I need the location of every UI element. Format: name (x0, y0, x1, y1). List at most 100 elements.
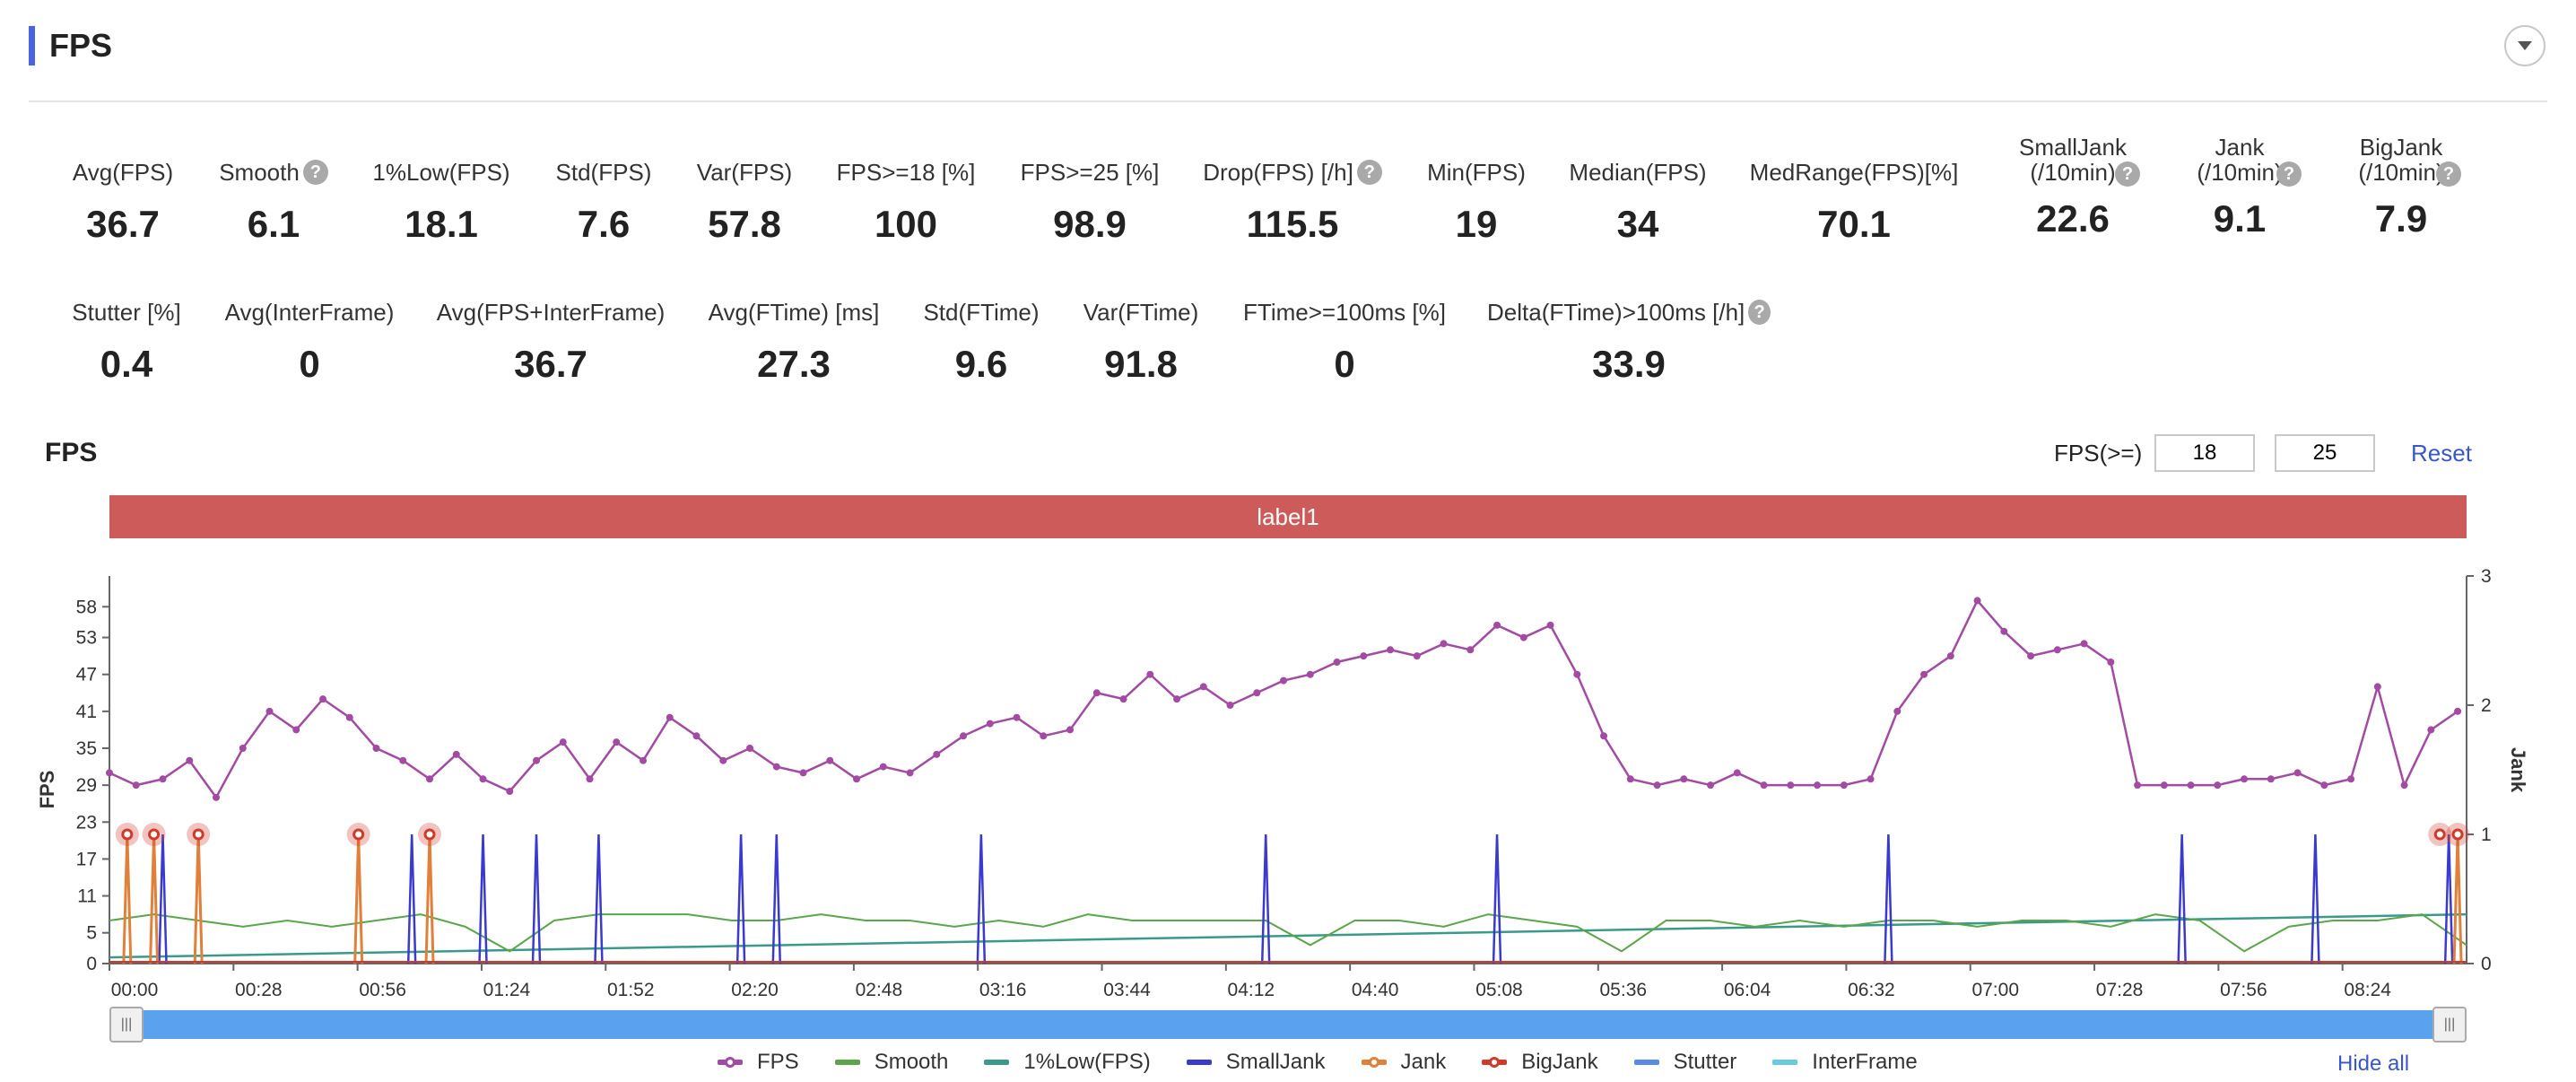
fps-point (986, 720, 994, 728)
fps-point (2107, 659, 2115, 666)
hide-all-button[interactable]: Hide all (2337, 1051, 2410, 1076)
smalljank-spike (2443, 833, 2454, 964)
fps-point (239, 745, 247, 752)
fps-point (2320, 781, 2328, 790)
metric-var-ftime: Var(FTime) 91.8 (1083, 299, 1199, 386)
y-tick-label: 47 (76, 665, 97, 685)
metric-delta-ftime: Delta(FTime)>100ms [/h]? 33.9 (1487, 300, 1771, 386)
y-tick-label: 53 (76, 628, 97, 649)
metric-fps-ge-18: FPS>=18 [%] 100 (834, 160, 978, 246)
fps-point (2293, 769, 2302, 777)
metric-value: 9.6 (954, 343, 1008, 385)
metric-min-fps: Min(FPS) 19 (1421, 160, 1532, 246)
metric-value: 36.7 (514, 343, 587, 385)
legend-item-bigjank[interactable]: BigJank (1482, 1050, 1598, 1075)
label-band[interactable]: label1 (109, 495, 2467, 538)
reset-button[interactable]: Reset (2411, 440, 2472, 467)
fps-point (559, 738, 567, 746)
y-tick-label: 11 (77, 886, 97, 907)
metric-label: Min(FPS) (1427, 159, 1526, 186)
metric-value: 18.1 (405, 203, 478, 245)
legend-swatch (1633, 1060, 1659, 1065)
fps-threshold-input-1[interactable] (2154, 434, 2255, 472)
x-tick-label: 03:44 (1103, 980, 1151, 1000)
fps-point (2000, 627, 2008, 635)
fps-point (906, 769, 914, 777)
metric-value: 33.9 (1592, 343, 1666, 385)
fps-point (1760, 781, 1768, 790)
metric-label: Stutter [%] (72, 299, 181, 326)
help-icon[interactable]: ? (1356, 160, 1382, 185)
bigjank-point (423, 828, 436, 841)
metric-value: 36.7 (86, 203, 160, 245)
help-icon[interactable]: ? (2276, 161, 2302, 187)
help-icon[interactable]: ? (1748, 300, 1771, 325)
fps-point (1280, 676, 1288, 685)
legend-item-smooth[interactable]: Smooth (834, 1050, 948, 1075)
metric-jank: Jank (/10min) 9.1 (2181, 135, 2298, 240)
metric-value: 70.1 (1817, 203, 1891, 245)
legend-item-interframe[interactable]: InterFrame (1772, 1050, 1918, 1075)
metric-label: Avg(InterFrame) (224, 299, 395, 326)
metric-label: Jank (/10min) (2197, 134, 2283, 186)
legend-item-fps[interactable]: FPS (718, 1050, 799, 1075)
help-icon[interactable]: ? (302, 160, 328, 185)
metric-label: Var(FTime) (1083, 299, 1199, 326)
x-tick-label: 02:48 (856, 980, 903, 1000)
metric-value: 34 (1616, 203, 1659, 245)
fps-point (506, 788, 514, 795)
fps-point (1814, 781, 1822, 790)
legend-item-stutter[interactable]: Stutter (1633, 1050, 1736, 1075)
metric-label: SmallJank (/10min) (2019, 134, 2127, 186)
fps-point (799, 769, 807, 777)
smalljank-spike (1884, 833, 1893, 964)
fps-point (613, 738, 621, 746)
fps-point (1387, 646, 1395, 654)
smalljank-spike (594, 833, 604, 964)
help-icon[interactable]: ? (2436, 161, 2461, 187)
metric-label: Std(FTime) (923, 299, 1040, 326)
metric-label: Smooth (219, 159, 300, 186)
metric-value: 91.8 (1104, 343, 1178, 385)
fps-point (2027, 652, 2035, 660)
fps-point (2241, 775, 2249, 783)
bigjank-point (148, 828, 161, 841)
slider-handle-left[interactable]: ||| (109, 1007, 144, 1043)
fps-threshold-input-2[interactable] (2275, 434, 2375, 472)
y-tick-label: 23 (76, 812, 97, 833)
jank-spike (122, 833, 133, 964)
fps-point (345, 713, 353, 721)
fps-point (1707, 781, 1715, 790)
metric-value: 7.9 (2374, 197, 2428, 240)
section-header: FPS (29, 25, 112, 66)
legend-item-jank[interactable]: Jank (1361, 1050, 1446, 1075)
jank-spike (424, 833, 435, 964)
fps-point (399, 756, 407, 764)
fps-point (1066, 726, 1075, 734)
x-tick-label: 05:36 (1600, 980, 1648, 1000)
metric-avg-fps: Avg(FPS) 36.7 (65, 160, 181, 246)
fps-point (319, 695, 327, 703)
legend-item-smalljank[interactable]: SmallJank (1186, 1050, 1326, 1075)
fps-point (692, 732, 701, 740)
collapse-toggle-button[interactable] (2504, 25, 2546, 66)
fps-point (479, 775, 487, 783)
fps-point (265, 707, 274, 715)
fps-point (1092, 689, 1101, 697)
smalljank-spike (531, 833, 542, 964)
fps-point (186, 756, 194, 764)
legend-label: SmallJank (1225, 1050, 1326, 1074)
metric-median-fps: Median(FPS) 34 (1568, 160, 1708, 246)
fps-point (2080, 640, 2088, 648)
time-range-slider[interactable] (109, 1010, 2467, 1039)
slider-handle-right[interactable]: ||| (2432, 1007, 2467, 1043)
y2-tick-label: 2 (2481, 695, 2492, 716)
x-tick-label: 06:32 (1848, 980, 1895, 1000)
series-1-low-fps (109, 912, 2467, 959)
smalljank-spike (406, 833, 417, 964)
legend-item-1-low-fps[interactable]: 1%Low(FPS) (984, 1050, 1151, 1075)
metric-value: 98.9 (1053, 203, 1127, 245)
fps-point (1946, 652, 1954, 660)
help-icon[interactable]: ? (2115, 161, 2140, 187)
bigjank-point (121, 828, 134, 841)
